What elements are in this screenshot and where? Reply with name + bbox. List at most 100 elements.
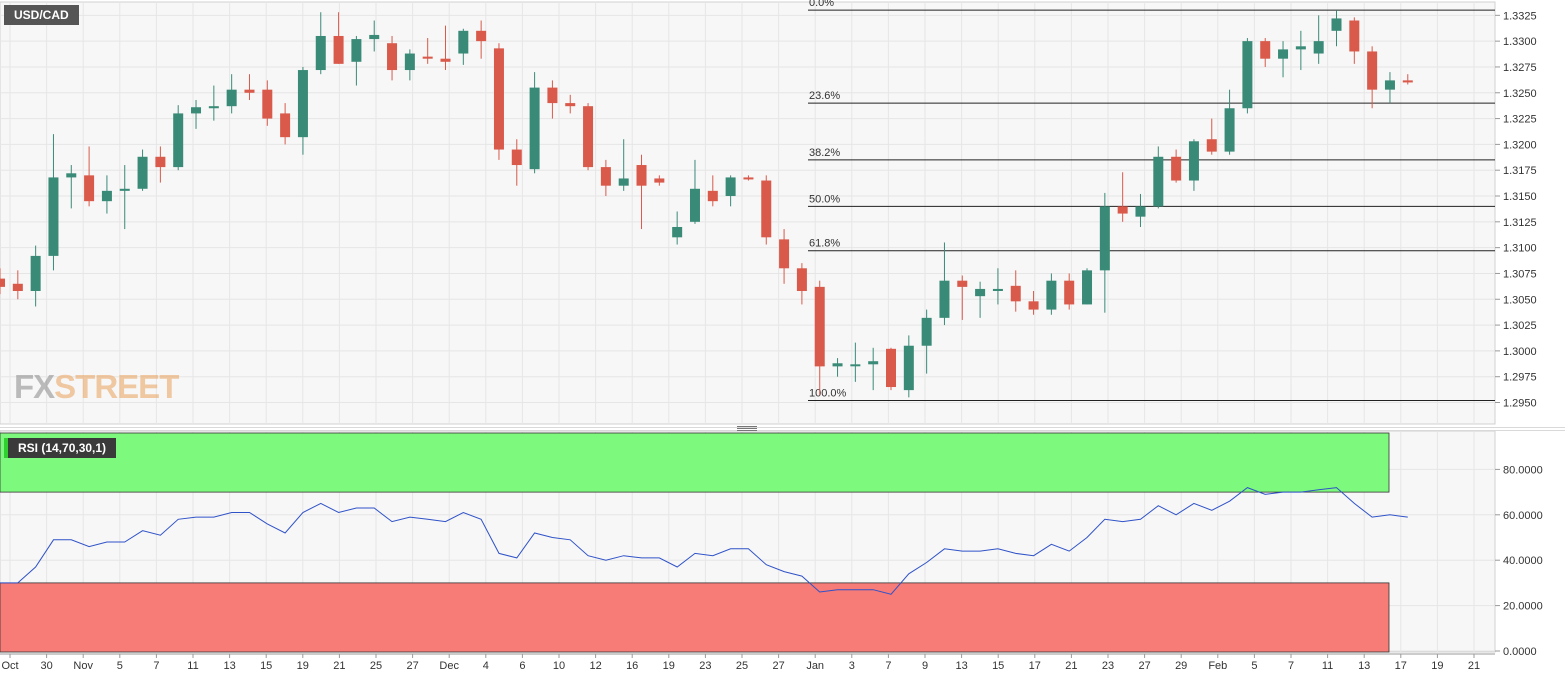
price-y-tick-label: 1.2950 — [1503, 398, 1537, 410]
candle-down — [707, 190, 718, 202]
candle-down — [0, 278, 5, 287]
candle-up — [868, 361, 879, 365]
x-axis-tick-label: 7 — [153, 660, 159, 672]
candle-up — [672, 226, 683, 238]
rsi-y-tick-label: 60.0000 — [1503, 510, 1543, 522]
candle-down — [547, 87, 558, 104]
candle-down — [743, 177, 754, 180]
price-chart-svg[interactable]: 1.3325 1.3300 1.3275 1.3250 1.3225 1.3200 1.31… — [0, 0, 1565, 428]
candle-down — [84, 175, 95, 202]
price-y-tick-label: 1.3150 — [1503, 191, 1537, 203]
candle-down — [957, 280, 968, 287]
x-axis-tick-label: 13 — [1358, 660, 1370, 672]
x-axis-tick-label: 30 — [40, 660, 52, 672]
candle-up — [1046, 280, 1057, 310]
candle-up — [921, 317, 932, 346]
candle-up — [315, 35, 326, 71]
candle-up — [404, 53, 415, 71]
rsi-y-tick-label: 20.0000 — [1503, 601, 1543, 613]
candle-down — [636, 165, 647, 186]
candle-up — [529, 87, 540, 170]
candle-down — [440, 58, 451, 62]
candle-up — [975, 288, 986, 297]
price-y-tick-label: 1.3100 — [1503, 243, 1537, 255]
candle-up — [689, 188, 700, 222]
candle-down — [244, 89, 255, 93]
x-axis-tick-label: 5 — [117, 660, 123, 672]
rsi-y-tick-label: 0.0000 — [1503, 646, 1537, 657]
candle-down — [493, 48, 504, 150]
x-axis-tick-label: 19 — [297, 660, 309, 672]
rsi-chart-svg[interactable]: 80.0000 60.0000 40.0000 20.0000 0.0000 — [0, 430, 1565, 658]
x-axis-tick-label: Feb — [1208, 660, 1227, 672]
x-axis-tick-label: 27 — [772, 660, 784, 672]
fib-level-label: 50.0% — [809, 193, 840, 205]
rsi-indicator-panel[interactable]: 80.0000 60.0000 40.0000 20.0000 0.0000 — [0, 430, 1565, 658]
price-y-tick-label: 1.3200 — [1503, 139, 1537, 151]
candle-up — [458, 30, 469, 54]
candle-up — [1224, 108, 1235, 152]
price-y-tick-label: 1.3050 — [1503, 294, 1537, 306]
price-chart-panel[interactable]: 1.3325 1.3300 1.3275 1.3250 1.3225 1.3200 1.31… — [0, 0, 1565, 428]
candle-up — [1082, 270, 1093, 305]
candle-up — [208, 106, 219, 109]
x-axis-tick-label: 7 — [885, 660, 891, 672]
candle-up — [1188, 141, 1199, 181]
candle-up — [832, 363, 843, 367]
candle-down — [796, 268, 807, 292]
candle-down — [12, 283, 23, 292]
candle-up — [369, 34, 380, 40]
price-y-tick-label: 1.3300 — [1503, 36, 1537, 48]
x-axis-tick-label: 5 — [1251, 660, 1257, 672]
fib-level-label: 61.8% — [809, 238, 840, 250]
candle-down — [886, 348, 896, 388]
x-axis-tick-label: 19 — [1431, 660, 1443, 672]
price-y-tick-label: 1.3175 — [1503, 165, 1537, 177]
price-y-tick-label: 1.3325 — [1503, 10, 1537, 22]
x-axis-tick-label: 9 — [922, 660, 928, 672]
candle-up — [1384, 80, 1395, 90]
rsi-badge: RSI (14,70,30,1) — [4, 438, 117, 458]
candle-down — [1367, 51, 1378, 90]
fib-level-label: 100.0% — [809, 387, 847, 399]
x-axis-tick-label: 12 — [589, 660, 601, 672]
x-axis-tick-label: 29 — [1175, 660, 1187, 672]
candle-up — [1135, 206, 1146, 217]
x-axis: Oct 30 Nov 5 7 11 13 15 19 21 25 27 Dec 4 6 10 12 16 19 23 2… — [0, 652, 1565, 678]
candle-up — [173, 113, 184, 168]
fib-level-label: 38.2% — [809, 147, 840, 159]
candle-down — [155, 156, 166, 168]
candle-down — [1010, 285, 1021, 302]
candle-up — [903, 345, 914, 391]
x-axis-tick-label: 23 — [699, 660, 711, 672]
oversold-zone — [0, 582, 1390, 653]
price-y-tick-label: 1.3000 — [1503, 346, 1537, 358]
candle-down — [333, 35, 344, 64]
x-axis-tick-label: 21 — [1065, 660, 1077, 672]
candle-down — [511, 149, 522, 166]
candle-down — [422, 56, 433, 59]
candle-down — [1117, 206, 1128, 214]
price-y-tick-label: 1.3275 — [1503, 62, 1537, 74]
candle-down — [814, 286, 825, 367]
x-axis-tick-label: Dec — [439, 660, 459, 672]
candle-up — [850, 364, 861, 367]
x-axis-tick-label: 21 — [1468, 660, 1480, 672]
candle-up — [351, 39, 362, 62]
price-plot-area — [0, 1, 1496, 425]
candle-up — [1099, 206, 1110, 271]
x-axis-tick-label: 17 — [1029, 660, 1041, 672]
candle-up — [1295, 46, 1306, 50]
candle-up — [939, 280, 950, 318]
fib-level-label: 0.0% — [809, 0, 834, 9]
x-axis-tick-label: Jan — [806, 660, 824, 672]
x-axis-tick-label: 7 — [1288, 660, 1294, 672]
price-y-tick-label: 1.3075 — [1503, 268, 1537, 280]
x-axis-tick-label: 27 — [406, 660, 418, 672]
candle-down — [1064, 280, 1075, 305]
candle-down — [583, 106, 594, 168]
x-axis-tick-label: 21 — [333, 660, 345, 672]
candle-up — [1331, 18, 1342, 31]
candle-down — [1402, 80, 1413, 83]
x-axis-tick-label: 4 — [483, 660, 489, 672]
